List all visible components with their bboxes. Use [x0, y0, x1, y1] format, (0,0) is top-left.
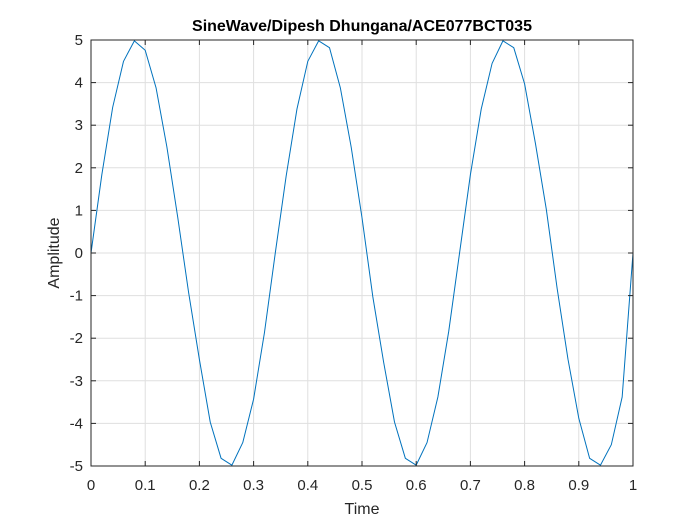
y-axis-label: Amplitude [46, 217, 63, 288]
y-tick-label: 3 [75, 117, 83, 134]
y-tick-label: -3 [70, 373, 83, 390]
x-tick-label: 0.8 [514, 477, 535, 494]
x-tick-label: 0.7 [460, 477, 481, 494]
y-tick-label: 0 [75, 245, 83, 262]
y-tick-label: -2 [70, 330, 83, 347]
y-tick-label: 4 [75, 75, 83, 92]
x-tick-label: 0.5 [352, 477, 373, 494]
y-tick-label: 1 [75, 202, 83, 219]
x-tick-label: 1 [629, 477, 637, 494]
x-tick-label: 0.2 [189, 477, 210, 494]
y-tick-label: -4 [70, 415, 83, 432]
chart-title: SineWave/Dipesh Dhungana/ACE077BCT035 [192, 18, 532, 35]
series-layer [90, 40, 634, 466]
y-tick-label: -1 [70, 288, 83, 305]
x-tick-label: 0.1 [135, 477, 156, 494]
tick-labels: 0 0.1 0.2 0.3 0.4 0.5 0.6 0.7 0.8 0.9 1 -5 -4 -3 -2 -1 0… [70, 32, 638, 494]
x-tick-label: 0.4 [297, 477, 318, 494]
x-tick-label: 0 [87, 477, 95, 494]
x-axis-label: Time [345, 501, 380, 518]
y-tick-label: 5 [75, 32, 83, 49]
x-tick-label: 0.3 [243, 477, 264, 494]
x-tick-label: 0.6 [406, 477, 427, 494]
x-tick-label: 0.9 [568, 477, 589, 494]
y-tick-label: -5 [70, 458, 83, 475]
sine-wave-line [90, 40, 634, 466]
y-tick-label: 2 [75, 160, 83, 177]
ticks [90, 39, 634, 467]
